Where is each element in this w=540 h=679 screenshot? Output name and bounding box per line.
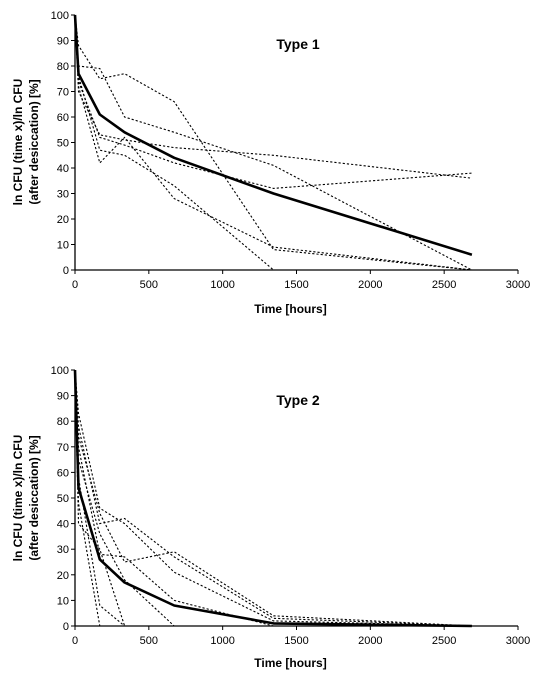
chart-title: Type 1 bbox=[276, 36, 320, 52]
strain-series-line bbox=[74, 14, 472, 271]
y-tick-label: 30 bbox=[57, 189, 69, 201]
y-tick-label: 100 bbox=[51, 10, 69, 22]
strain-series-line bbox=[74, 14, 274, 271]
strain-series-line bbox=[74, 369, 101, 627]
x-tick-label: 2000 bbox=[358, 279, 382, 291]
x-tick-label: 0 bbox=[72, 635, 78, 647]
strain-series-line bbox=[74, 369, 472, 627]
x-tick-label: 500 bbox=[140, 279, 158, 291]
y-axis-label-line: (after desiccation) [%] bbox=[27, 435, 41, 560]
strain-series-line bbox=[74, 369, 274, 627]
y-tick-label: 10 bbox=[57, 240, 69, 252]
x-tick-label: 2500 bbox=[432, 635, 456, 647]
strain-series-line bbox=[74, 14, 472, 179]
x-tick-label: 1000 bbox=[210, 279, 234, 291]
x-tick-label: 3000 bbox=[506, 635, 530, 647]
x-axis-label: Time [hours] bbox=[254, 302, 326, 316]
y-tick-label: 90 bbox=[57, 36, 69, 48]
x-tick-label: 0 bbox=[72, 279, 78, 291]
y-axis-label-line: ln CFU (time x)/ln CFU bbox=[11, 79, 25, 206]
y-tick-label: 90 bbox=[57, 391, 69, 403]
mean-series-line bbox=[73, 369, 472, 628]
y-tick-label: 70 bbox=[57, 442, 69, 454]
y-tick-label: 40 bbox=[57, 519, 69, 531]
y-tick-label: 20 bbox=[57, 214, 69, 226]
y-tick-label: 100 bbox=[51, 365, 69, 377]
y-tick-label: 80 bbox=[57, 416, 69, 428]
y-tick-label: 50 bbox=[57, 493, 69, 505]
y-tick-label: 60 bbox=[57, 112, 69, 124]
x-tick-label: 3000 bbox=[506, 279, 530, 291]
y-tick-label: 70 bbox=[57, 87, 69, 99]
y-tick-label: 0 bbox=[63, 265, 69, 277]
strain-series-line bbox=[74, 14, 472, 189]
mean-series-line bbox=[73, 14, 473, 256]
y-tick-label: 60 bbox=[57, 467, 69, 479]
y-tick-label: 50 bbox=[57, 138, 69, 150]
x-tick-label: 500 bbox=[140, 635, 158, 647]
x-tick-label: 1500 bbox=[284, 279, 308, 291]
strain-series-line bbox=[74, 369, 472, 627]
y-axis-label-line: ln CFU (time x)/ln CFU bbox=[11, 435, 25, 562]
strain-series-line bbox=[74, 14, 473, 271]
y-tick-label: 30 bbox=[57, 544, 69, 556]
strain-series-line bbox=[74, 14, 472, 271]
y-tick-label: 40 bbox=[57, 163, 69, 175]
y-axis-label: ln CFU (time x)/ln CFU (after desiccation… bbox=[11, 435, 41, 562]
x-tick-label: 2000 bbox=[358, 635, 382, 647]
y-tick-label: 0 bbox=[63, 621, 69, 633]
y-axis-label-line: (after desiccation) [%] bbox=[27, 79, 41, 204]
chart-title: Type 2 bbox=[276, 392, 320, 408]
x-tick-label: 1000 bbox=[210, 635, 234, 647]
y-tick-label: 20 bbox=[57, 570, 69, 582]
y-axis-label: ln CFU (time x)/ln CFU (after desiccation… bbox=[11, 79, 41, 206]
y-tick-label: 80 bbox=[57, 61, 69, 73]
x-axis-label: Time [hours] bbox=[254, 656, 326, 670]
y-tick-label: 10 bbox=[57, 595, 69, 607]
strain-series-line bbox=[74, 369, 125, 627]
x-tick-label: 2500 bbox=[432, 279, 456, 291]
x-tick-label: 1500 bbox=[284, 635, 308, 647]
